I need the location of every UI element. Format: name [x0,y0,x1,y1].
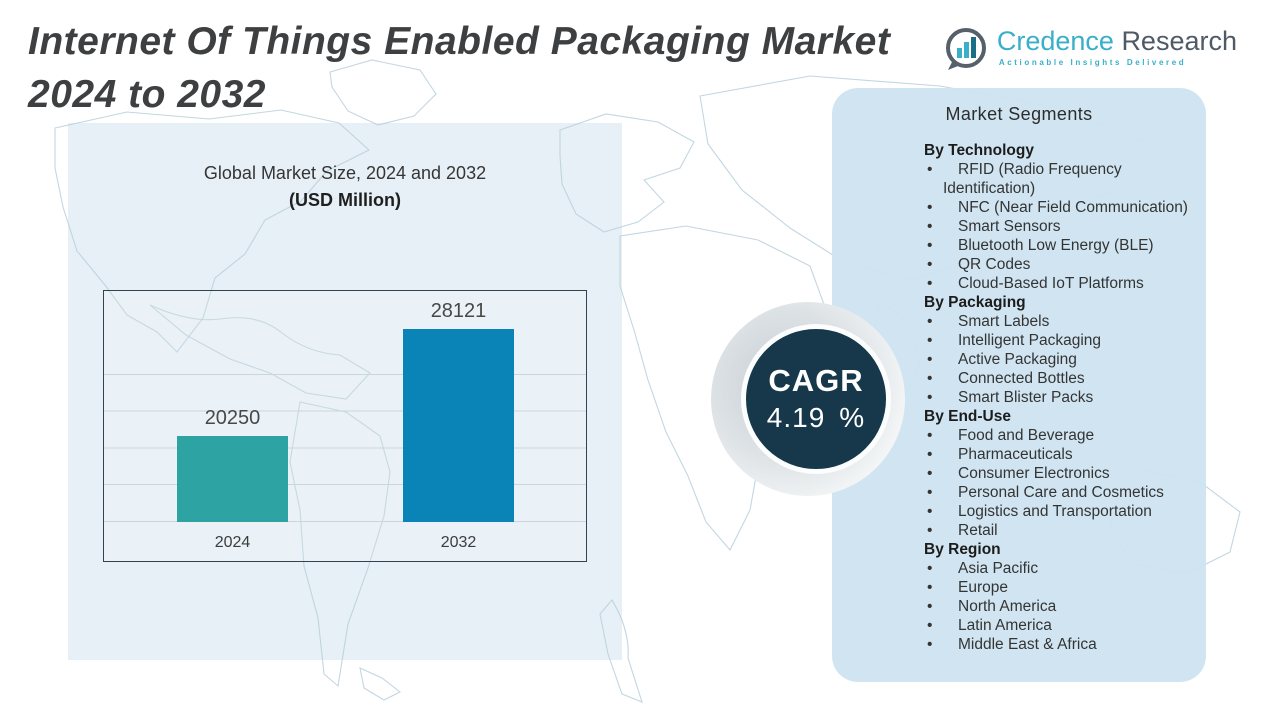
bar-category-label: 2024 [214,534,251,551]
segment-item: Cloud-Based IoT Platforms [924,274,1192,293]
segment-item: Retail [924,521,1192,540]
cagr-unit: % [839,402,866,434]
bar-value-label: 20250 [204,407,261,429]
bar-chart: 20250 2024 28121 2032 [103,290,587,562]
segment-item: Latin America [924,616,1192,635]
segment-item: Intelligent Packaging [924,331,1192,350]
bar-value-label: 28121 [430,300,487,322]
segment-items: Asia PacificEuropeNorth AmericaLatin Ame… [924,559,1192,654]
logo-brand-secondary: Research [1121,26,1237,56]
segment-item: QR Codes [924,255,1192,274]
segment-item: Asia Pacific [924,559,1192,578]
page-title: Internet Of Things Enabled Packaging Mar… [28,16,988,121]
logo-brand: Credence Research [997,26,1237,56]
segment-item: Consumer Electronics [924,464,1192,483]
segment-item: Smart Sensors [924,217,1192,236]
bar-chart-bubble-icon [945,28,986,70]
bar-category-label: 2032 [440,534,477,551]
segment-item: Personal Care and Cosmetics [924,483,1192,502]
bar [403,329,514,522]
cagr-number: 4.19 [766,402,826,434]
segment-items: Smart LabelsIntelligent PackagingActive … [924,312,1192,407]
segment-header: By End-Use [924,408,1011,425]
segment-header: By Packaging [924,294,1026,311]
segment-item: Middle East & Africa [924,635,1192,654]
cagr-badge: CAGR 4.19% [741,324,891,474]
credence-research-logo: Credence Research Actionable Insights De… [943,26,1237,72]
logo-text: Credence Research Actionable Insights De… [997,26,1237,67]
logo-tagline: Actionable Insights Delivered [998,58,1187,67]
logo-brand-primary: Credence [996,26,1114,56]
segment-item: Active Packaging [924,350,1192,369]
segment-item: North America [924,597,1192,616]
chart-title: Global Market Size, 2024 and 2032 [203,163,487,183]
segment-items: RFID (Radio Frequency Identification)NFC… [924,160,1192,293]
segment-item: Bluetooth Low Energy (BLE) [924,236,1192,255]
chart-subtitle: (USD Million) [289,190,401,210]
segment-item: RFID (Radio Frequency Identification) [924,160,1192,198]
page-title-line2: 2024 to 2032 [28,72,267,116]
chart-heading: Global Market Size, 2024 and 2032 (USD M… [103,160,587,214]
cagr-label: CAGR [768,362,864,398]
segment-item: Europe [924,578,1192,597]
segment-item: Smart Labels [924,312,1192,331]
cagr-value: 4.19% [767,402,865,434]
segment-item: Food and Beverage [924,426,1192,445]
segment-header: By Technology [924,142,1034,159]
segment-item: NFC (Near Field Communication) [924,198,1192,217]
segment-item: Smart Blister Packs [924,388,1192,407]
segment-item: Pharmaceuticals [924,445,1192,464]
segment-items: Food and BeveragePharmaceuticalsConsumer… [924,426,1192,540]
page-title-line1: Internet Of Things Enabled Packaging Mar… [28,20,891,63]
bar [177,436,288,522]
segment-header: By Region [924,541,1001,558]
segment-item: Connected Bottles [924,369,1192,388]
segment-item: Logistics and Transportation [924,502,1192,521]
